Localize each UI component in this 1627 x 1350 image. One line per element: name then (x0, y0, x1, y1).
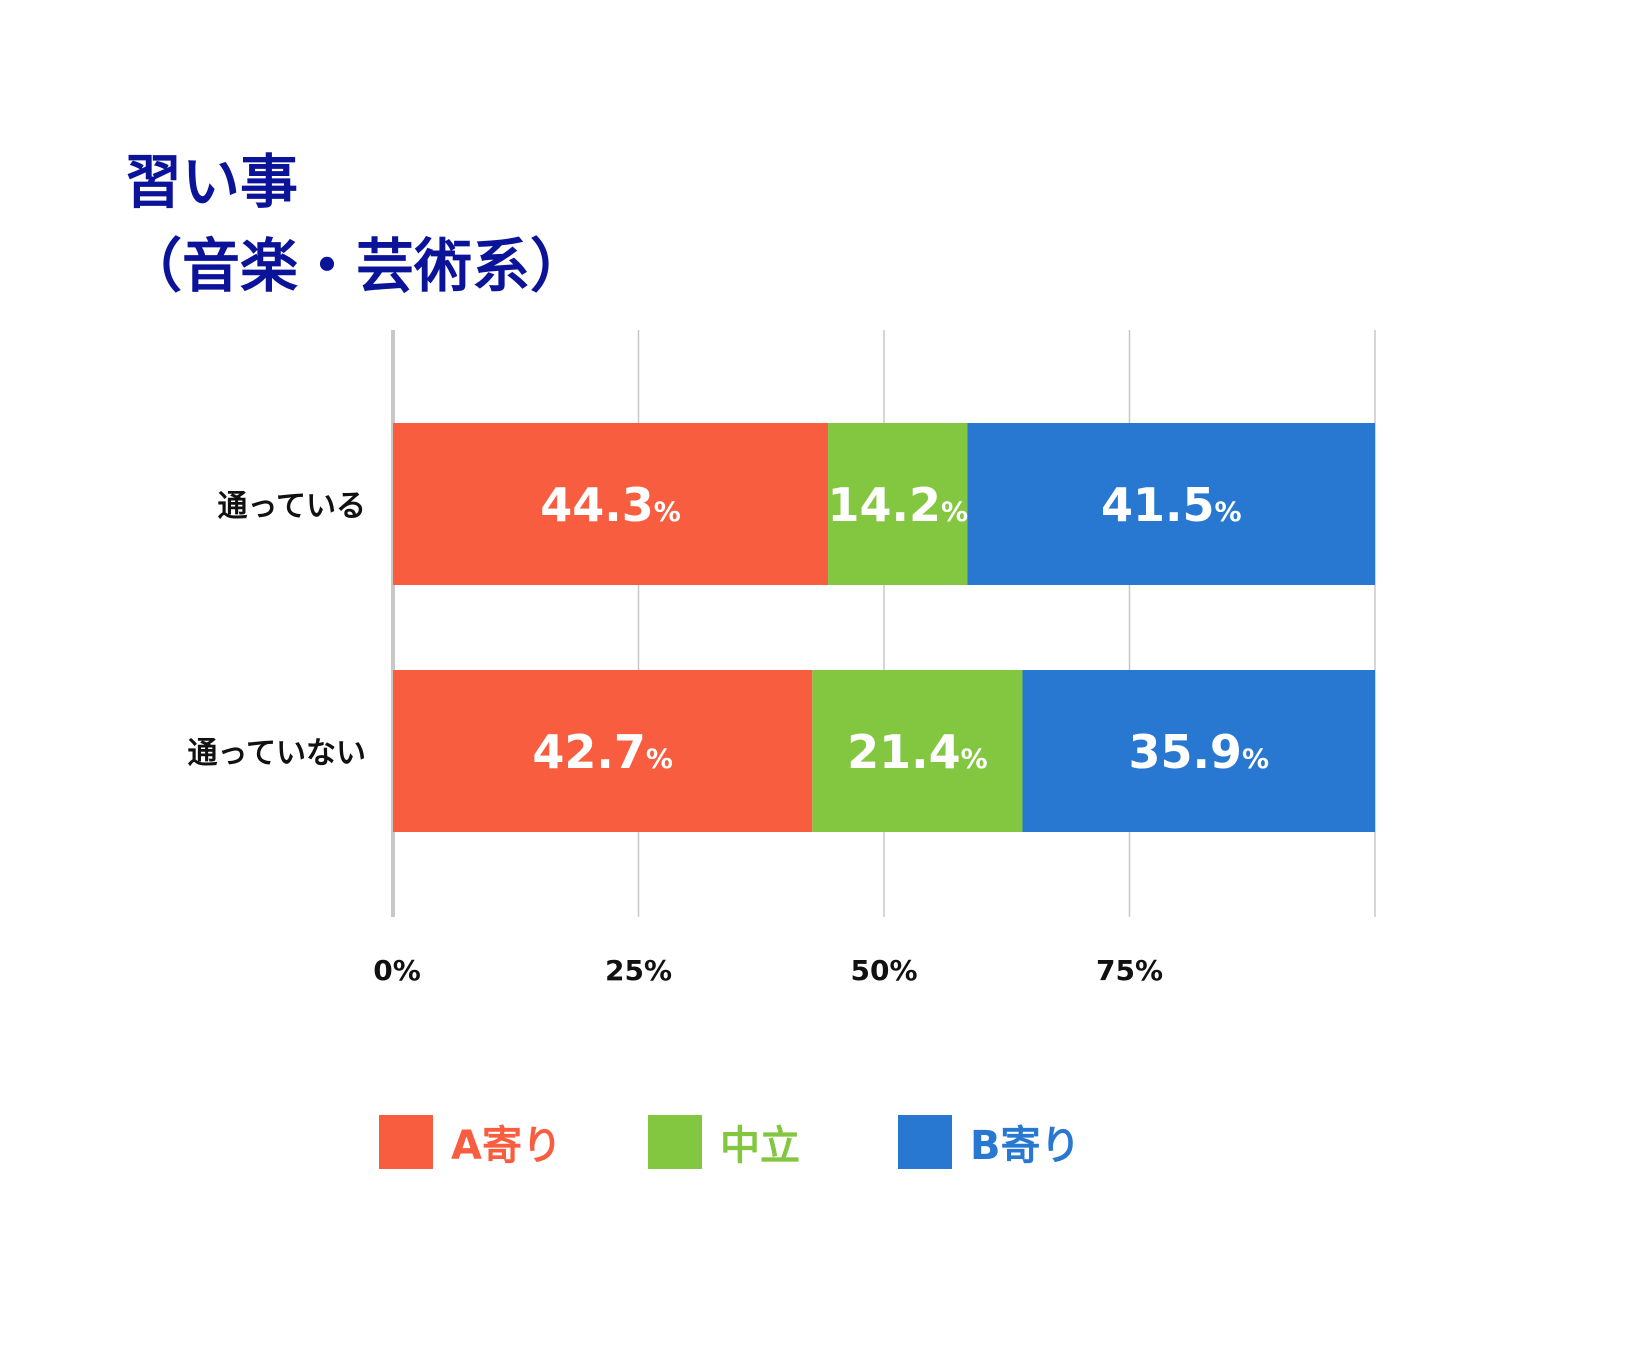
bar-segment (812, 670, 1023, 832)
category-label: 通っていない (188, 736, 367, 771)
legend-swatch-a (379, 1115, 433, 1169)
bar-segment (393, 423, 829, 585)
x-tick-label: 0% (373, 954, 421, 987)
legend-swatch-b (898, 1115, 952, 1169)
bar-segment (1022, 670, 1375, 832)
x-tick-label: 75% (1096, 954, 1163, 987)
bar-segment (393, 670, 813, 832)
legend-label-b: B寄り (970, 1123, 1081, 1169)
legend-item-a: A寄り (379, 1113, 562, 1171)
x-tick-label: 50% (850, 954, 917, 987)
category-label: 通っている (218, 489, 367, 524)
chart-title-line-1: 習い事 (124, 148, 299, 216)
x-tick-label: 25% (605, 954, 672, 987)
chart-title: 習い事 （音楽・芸術系） (124, 140, 588, 308)
legend-label-a: A寄り (451, 1123, 562, 1169)
legend-swatch-neutral (648, 1115, 702, 1169)
legend-label-neutral: 中立 (720, 1123, 800, 1169)
chart-title-line-2: （音楽・芸術系） (124, 232, 589, 300)
bar-segment (828, 423, 968, 585)
legend-item-b: B寄り (898, 1113, 1081, 1171)
bar-segment (967, 423, 1375, 585)
data-label: 41.5% (1101, 478, 1242, 532)
legend-item-neutral: 中立 (648, 1113, 800, 1171)
